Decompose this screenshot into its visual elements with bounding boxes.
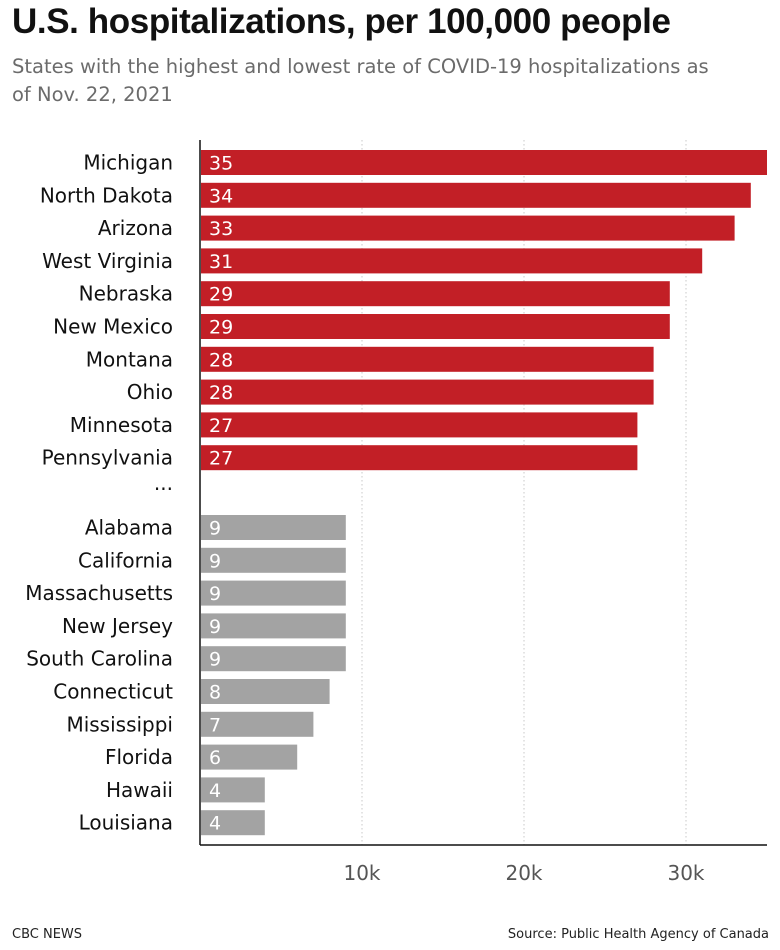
category-label: Michigan xyxy=(83,151,173,175)
value-label: 33 xyxy=(209,218,233,240)
value-label: 4 xyxy=(209,780,221,802)
category-label: Alabama xyxy=(85,516,173,540)
value-label: 29 xyxy=(209,317,233,339)
category-label: Hawaii xyxy=(106,778,173,802)
bar xyxy=(201,777,265,803)
value-label: 7 xyxy=(209,714,221,736)
bars: 35 34 33 31 29 29 28 28 27 27 9 9 9 9 9 8 7 6 4 4 xyxy=(201,150,767,836)
credit-text: CBC NEWS xyxy=(12,927,83,942)
x-tick-label: 30k xyxy=(667,861,704,885)
category-label: New Mexico xyxy=(53,315,173,339)
category-label: New Jersey xyxy=(62,614,173,638)
gridlines xyxy=(361,140,687,845)
bar-chart: 35 34 33 31 29 29 28 28 27 27 9 9 9 9 9 8 7 6 4 4 Michigan N… xyxy=(25,140,767,885)
value-label: 28 xyxy=(209,349,233,371)
value-label: 28 xyxy=(209,382,233,404)
value-label: 9 xyxy=(209,583,221,605)
bar xyxy=(201,580,346,606)
value-label: 31 xyxy=(209,251,233,273)
value-label: 29 xyxy=(209,284,233,306)
value-label: 9 xyxy=(209,518,221,540)
bar xyxy=(201,412,638,438)
category-label: Ohio xyxy=(127,380,173,404)
bar xyxy=(201,547,346,573)
axes: 10k 20k 30k xyxy=(199,140,767,885)
value-label: 27 xyxy=(209,415,233,437)
bar xyxy=(201,744,298,770)
bar xyxy=(201,248,703,274)
bar xyxy=(201,182,751,208)
bar xyxy=(201,215,735,241)
category-label: Louisiana xyxy=(79,811,173,835)
bar xyxy=(201,346,654,372)
bar xyxy=(201,810,265,836)
value-label: 6 xyxy=(209,747,221,769)
separator-label: ... xyxy=(154,471,173,495)
value-label: 34 xyxy=(209,185,233,207)
category-label: West Virginia xyxy=(42,249,173,273)
value-label: 35 xyxy=(209,153,233,175)
value-label: 9 xyxy=(209,550,221,572)
category-label: Mississippi xyxy=(66,712,173,736)
value-label: 8 xyxy=(209,682,221,704)
x-tick-label: 20k xyxy=(505,861,542,885)
bar xyxy=(201,379,654,405)
value-label: 9 xyxy=(209,649,221,671)
bar xyxy=(201,150,767,175)
bar xyxy=(201,711,314,737)
category-label: Connecticut xyxy=(53,680,173,704)
bar xyxy=(201,281,670,307)
category-labels: Michigan North Dakota Arizona West Virginia… xyxy=(25,151,173,835)
bar xyxy=(201,613,346,639)
bar xyxy=(201,646,346,672)
category-label: Pennsylvania xyxy=(42,446,173,470)
bar xyxy=(201,679,330,704)
category-label: Arizona xyxy=(98,216,173,240)
bar xyxy=(201,515,346,540)
category-label: Nebraska xyxy=(79,282,173,306)
value-label: 27 xyxy=(209,448,233,470)
category-label: North Dakota xyxy=(40,183,173,207)
bar xyxy=(201,314,670,339)
category-label: South Carolina xyxy=(26,647,173,671)
category-label: Montana xyxy=(86,347,173,371)
value-label: 4 xyxy=(209,813,221,835)
chart-title: U.S. hospitalizations, per 100,000 peopl… xyxy=(12,2,671,41)
chart-subtitle: States with the highest and lowest rate … xyxy=(12,55,709,106)
category-label: Massachusetts xyxy=(25,581,173,605)
category-label: Florida xyxy=(105,745,173,769)
x-tick-label: 10k xyxy=(343,861,380,885)
source-note: Source: Public Health Agency of Canada xyxy=(507,927,769,942)
category-label: Minnesota xyxy=(70,413,173,437)
value-label: 9 xyxy=(209,616,221,638)
category-label: California xyxy=(78,548,173,572)
bar xyxy=(201,445,638,471)
